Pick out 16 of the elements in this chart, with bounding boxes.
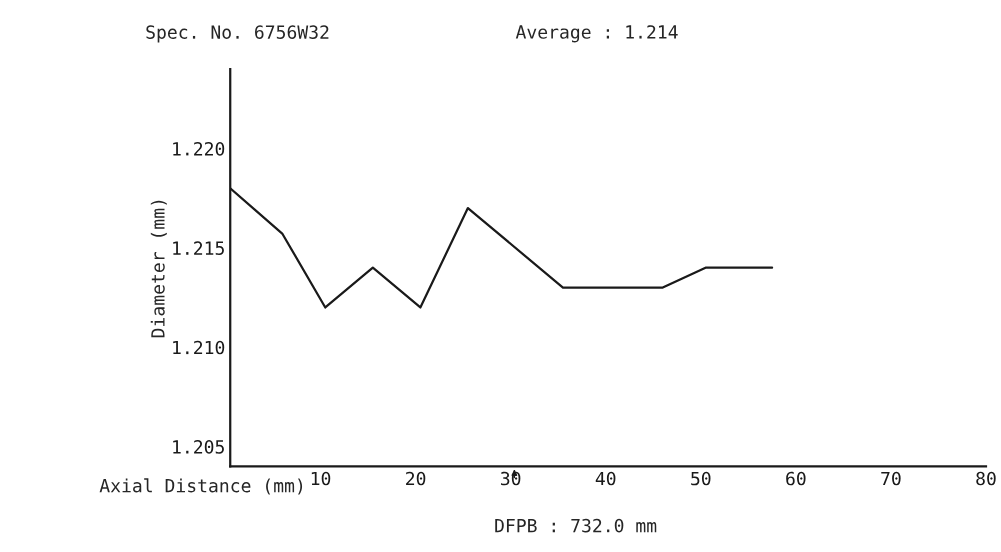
x-tick-label: 80 bbox=[976, 471, 996, 486]
x-tick-label: 10 bbox=[311, 471, 331, 486]
y-axis-title: Diameter (mm) bbox=[150, 200, 167, 338]
y-tick-label: 1.215 bbox=[173, 241, 224, 256]
y-tick-label: 1.210 bbox=[173, 340, 225, 355]
y-tick-label: 1.220 bbox=[173, 142, 225, 156]
x-tick-label: 50 bbox=[691, 471, 711, 486]
x-axis-title: Axial Distance (mm) bbox=[99, 478, 303, 495]
x-tick-label: 40 bbox=[595, 471, 616, 486]
y-tick-label: 1.205 bbox=[173, 440, 224, 454]
x-tick-label: 60 bbox=[786, 471, 806, 486]
text: DFPB : 732.0 mm bbox=[495, 518, 657, 533]
x-tick-label: 20 bbox=[406, 471, 426, 486]
x-tick-label: 70 bbox=[881, 471, 901, 486]
chart-subtitle: Average : 1.214 bbox=[515, 25, 678, 43]
chart-title: Spec. No. 6756W32 bbox=[146, 25, 329, 43]
